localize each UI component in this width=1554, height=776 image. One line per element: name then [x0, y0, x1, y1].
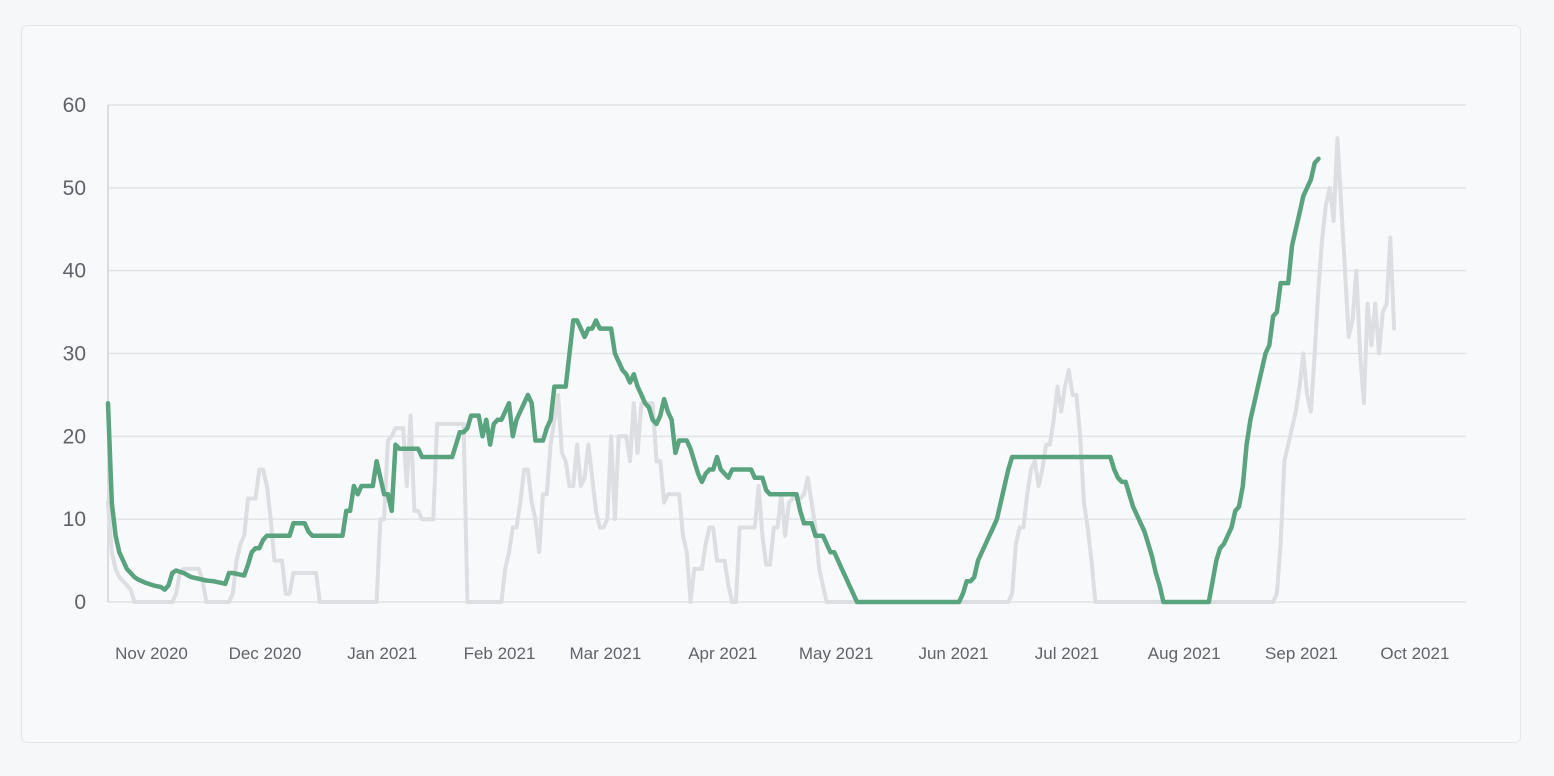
y-tick-label: 60 [63, 94, 86, 117]
y-tick-labels: 0 10 20 30 40 50 60 [63, 94, 86, 614]
y-tick-label: 40 [63, 260, 86, 283]
y-tick-label: 50 [63, 177, 86, 200]
series-line-daily [108, 138, 1394, 602]
x-tick-label: Jun 2021 [918, 644, 988, 663]
x-tick-label: Nov 2020 [115, 644, 188, 663]
y-tick-label: 30 [63, 343, 86, 366]
x-tick-label: Jan 2021 [347, 644, 417, 663]
x-tick-labels: Nov 2020 Dec 2020 Jan 2021 Feb 2021 Mar 2021… [115, 644, 1449, 663]
x-tick-label: Mar 2021 [570, 644, 642, 663]
x-tick-label: Oct 2021 [1380, 644, 1449, 663]
x-tick-label: Feb 2021 [464, 644, 536, 663]
x-tick-label: Aug 2021 [1148, 644, 1221, 663]
y-tick-label: 20 [63, 425, 86, 448]
x-tick-label: Sep 2021 [1265, 644, 1338, 663]
y-tick-label: 0 [74, 591, 86, 614]
x-tick-label: Jul 2021 [1035, 644, 1099, 663]
series-lines [108, 138, 1394, 602]
x-tick-label: May 2021 [799, 644, 874, 663]
x-tick-label: Apr 2021 [688, 644, 757, 663]
x-tick-label: Dec 2020 [229, 644, 302, 663]
y-tick-label: 10 [63, 508, 86, 531]
